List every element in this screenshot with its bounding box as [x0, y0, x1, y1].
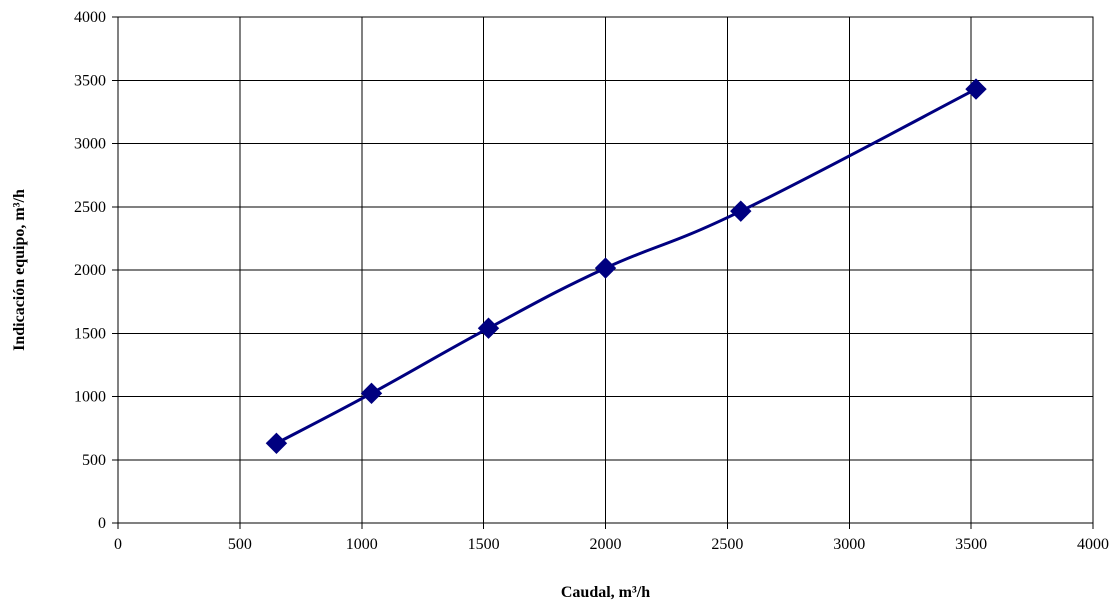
data-point-marker [477, 317, 500, 339]
axis-ticks [112, 16, 1094, 529]
data-point-marker [965, 78, 987, 100]
y-tick-label: 4000 [74, 9, 106, 26]
x-tick-label: 1500 [468, 536, 500, 553]
y-axis-tick-labels: 0 500 1000 1500 2000 2500 3000 3500 4000 [74, 9, 106, 532]
data-point-marker [265, 432, 288, 455]
x-tick-label: 2000 [590, 536, 622, 553]
x-tick-label: 0 [114, 536, 122, 553]
series-line [275, 87, 977, 445]
x-tick-label: 2500 [711, 536, 743, 553]
data-series [265, 78, 987, 455]
y-tick-label: 2000 [74, 262, 106, 279]
x-tick-label: 3500 [955, 536, 987, 553]
x-tick-label: 1000 [346, 536, 378, 553]
x-tick-label: 500 [228, 536, 252, 553]
x-tick-label: 3000 [833, 536, 865, 553]
x-axis-title: Caudal, m³/h [561, 584, 650, 601]
y-tick-label: 1000 [74, 389, 106, 406]
y-tick-label: 0 [98, 515, 106, 532]
y-tick-label: 1500 [74, 325, 106, 342]
y-tick-label: 3000 [74, 136, 106, 153]
y-tick-label: 2500 [74, 199, 106, 216]
chart-gridlines [118, 17, 1093, 523]
x-axis-tick-labels: 0 500 1000 1500 2000 2500 3000 3500 4000 [114, 536, 1109, 553]
y-tick-label: 3500 [74, 72, 106, 89]
data-point-marker [594, 257, 617, 279]
y-axis-title: Indicación equipo, m³/h [11, 189, 28, 351]
data-point-marker [730, 200, 752, 222]
y-tick-label: 500 [82, 452, 106, 469]
x-tick-label: 4000 [1077, 536, 1109, 553]
data-point-marker [360, 382, 383, 405]
